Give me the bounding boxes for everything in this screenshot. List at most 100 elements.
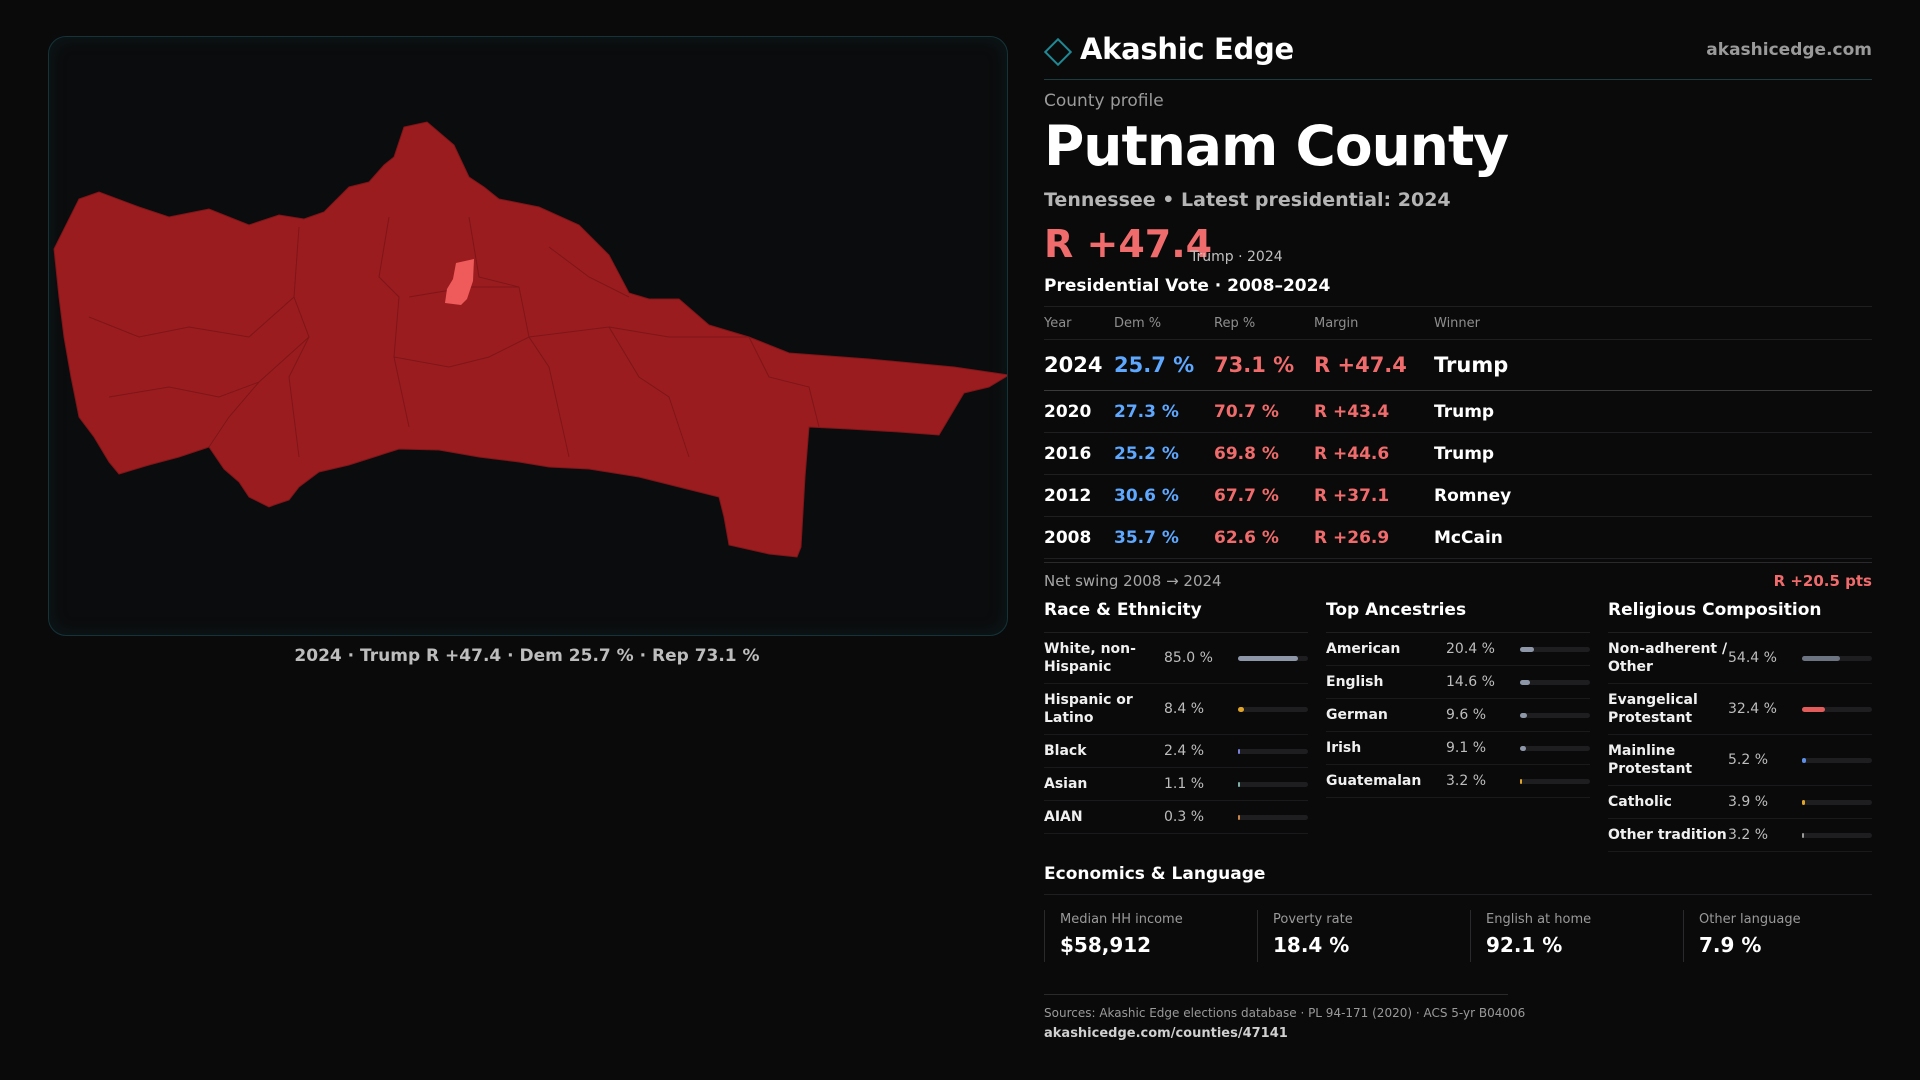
item-value: 5.2 % (1728, 752, 1769, 768)
brand[interactable]: Akashic Edge (1043, 32, 1294, 67)
share-bar-fill (1238, 781, 1240, 787)
winner-cell: Trump (1434, 339, 1872, 391)
share-bar (1802, 706, 1872, 712)
table-row[interactable]: 2016 25.2 % 69.8 % R +44.6 Trump (1044, 432, 1872, 475)
item-label: Catholic (1608, 794, 1672, 810)
list-item: White, non-Hispanic 85.0 % (1044, 633, 1308, 684)
item-value: 3.2 % (1728, 827, 1769, 843)
eyebrow-label: County profile (1044, 91, 1164, 111)
item-value: 0.3 % (1164, 809, 1205, 825)
share-bar-fill (1802, 757, 1806, 763)
stat-value: 18.4 % (1273, 933, 1350, 957)
county-url-link[interactable]: akashicedge.com/counties/47141 (1044, 1026, 1288, 1041)
margin-cell: R +44.6 (1314, 432, 1434, 475)
item-value: 9.6 % (1446, 707, 1487, 723)
table-row[interactable]: 2020 27.3 % 70.7 % R +43.4 Trump (1044, 390, 1872, 433)
share-bar (1520, 679, 1590, 685)
list-item: Irish 9.1 % (1326, 732, 1590, 765)
rep-cell: 73.1 % (1214, 339, 1314, 391)
vote-section-title: Presidential Vote · 2008–2024 (1044, 276, 1331, 296)
share-bar-fill (1238, 655, 1298, 661)
stat-value: $58,912 (1060, 933, 1152, 957)
stat-label: Median HH income (1060, 912, 1183, 927)
margin-cell: R +26.9 (1314, 516, 1434, 559)
stat-card-poverty: Poverty rate 18.4 % (1257, 910, 1463, 962)
share-bar-fill (1238, 814, 1240, 820)
list-item: Catholic 3.9 % (1608, 786, 1872, 819)
net-swing-label: Net swing 2008 → 2024 (1044, 572, 1222, 590)
item-label: Non-adherent / Other (1608, 641, 1728, 675)
stat-card-other-language: Other language 7.9 % (1683, 910, 1889, 962)
religion-panel: Religious Composition Non-adherent / Oth… (1608, 600, 1872, 852)
list-item: AIAN 0.3 % (1044, 801, 1308, 834)
list-item: Other tradition 3.2 % (1608, 819, 1872, 852)
share-bar-fill (1520, 745, 1527, 751)
dem-cell: 35.7 % (1114, 516, 1214, 559)
list-item: American 20.4 % (1326, 633, 1590, 666)
economics-divider (1044, 894, 1872, 895)
year-cell: 2020 (1044, 390, 1114, 433)
list-item: Evangelical Protestant 32.4 % (1608, 684, 1872, 735)
winner-cell: Romney (1434, 474, 1872, 517)
year-cell: 2012 (1044, 474, 1114, 517)
net-swing-value: R +20.5 pts (1773, 572, 1872, 590)
rep-cell: 69.8 % (1214, 432, 1314, 475)
vote-table-header: Year Dem % Rep % Margin Winner (1044, 306, 1872, 340)
economics-title: Economics & Language (1044, 864, 1266, 884)
headline-note: Trump · 2024 (1190, 249, 1283, 265)
share-bar (1520, 712, 1590, 718)
share-bar (1238, 814, 1308, 820)
swing-divider (1044, 562, 1872, 563)
year-cell: 2008 (1044, 516, 1114, 559)
share-bar-fill (1802, 832, 1805, 838)
share-bar-fill (1802, 706, 1825, 712)
margin-cell: R +37.1 (1314, 474, 1434, 517)
county-map[interactable] (49, 37, 1007, 635)
race-ethnicity-panel: Race & Ethnicity White, non-Hispanic 85.… (1044, 600, 1308, 834)
share-bar (1238, 706, 1308, 712)
header-divider (1044, 79, 1872, 80)
item-value: 8.4 % (1164, 701, 1205, 717)
winner-cell: Trump (1434, 432, 1872, 475)
share-bar-fill (1520, 778, 1523, 784)
precinct-lines (88, 216, 820, 458)
sources-note: Sources: Akashic Edge elections database… (1044, 1006, 1526, 1020)
county-profile-panel: Akashic Edge akashicedge.com County prof… (1043, 0, 1872, 1080)
item-label: Irish (1326, 740, 1362, 756)
table-row[interactable]: 2012 30.6 % 67.7 % R +37.1 Romney (1044, 474, 1872, 517)
list-item: Black 2.4 % (1044, 735, 1308, 768)
item-label: Hispanic or Latino (1044, 692, 1133, 726)
share-bar-fill (1520, 679, 1531, 685)
highlighted-precinct[interactable] (445, 259, 474, 305)
rep-cell: 67.7 % (1214, 474, 1314, 517)
margin-cell: R +47.4 (1314, 339, 1434, 391)
share-bar-fill (1802, 655, 1841, 661)
county-map-panel[interactable] (48, 36, 1008, 636)
item-value: 9.1 % (1446, 740, 1487, 756)
stat-label: Other language (1699, 912, 1801, 927)
share-bar (1802, 799, 1872, 805)
winner-cell: Trump (1434, 390, 1872, 433)
header-margin: Margin (1314, 306, 1434, 340)
list-item: Non-adherent / Other 54.4 % (1608, 633, 1872, 684)
item-label: Black (1044, 743, 1087, 759)
race-ethnicity-title: Race & Ethnicity (1044, 600, 1308, 633)
item-label: Mainline Protestant (1608, 743, 1693, 777)
share-bar-fill (1802, 799, 1805, 805)
page-title: Putnam County (1044, 114, 1509, 178)
year-cell: 2016 (1044, 432, 1114, 475)
table-row[interactable]: 2008 35.7 % 62.6 % R +26.9 McCain (1044, 516, 1872, 559)
list-item: English 14.6 % (1326, 666, 1590, 699)
vote-table: Year Dem % Rep % Margin Winner 2024 25.7… (1044, 306, 1872, 559)
margin-cell: R +43.4 (1314, 390, 1434, 433)
share-bar-fill (1520, 646, 1535, 652)
list-item: Hispanic or Latino 8.4 % (1044, 684, 1308, 735)
item-value: 32.4 % (1728, 701, 1777, 717)
table-row[interactable]: 2024 25.7 % 73.1 % R +47.4 Trump (1044, 339, 1872, 391)
list-item: Asian 1.1 % (1044, 768, 1308, 801)
brand-url-link[interactable]: akashicedge.com (1706, 40, 1872, 60)
share-bar-fill (1238, 706, 1244, 712)
share-bar (1520, 745, 1590, 751)
item-value: 14.6 % (1446, 674, 1495, 690)
share-bar (1520, 646, 1590, 652)
